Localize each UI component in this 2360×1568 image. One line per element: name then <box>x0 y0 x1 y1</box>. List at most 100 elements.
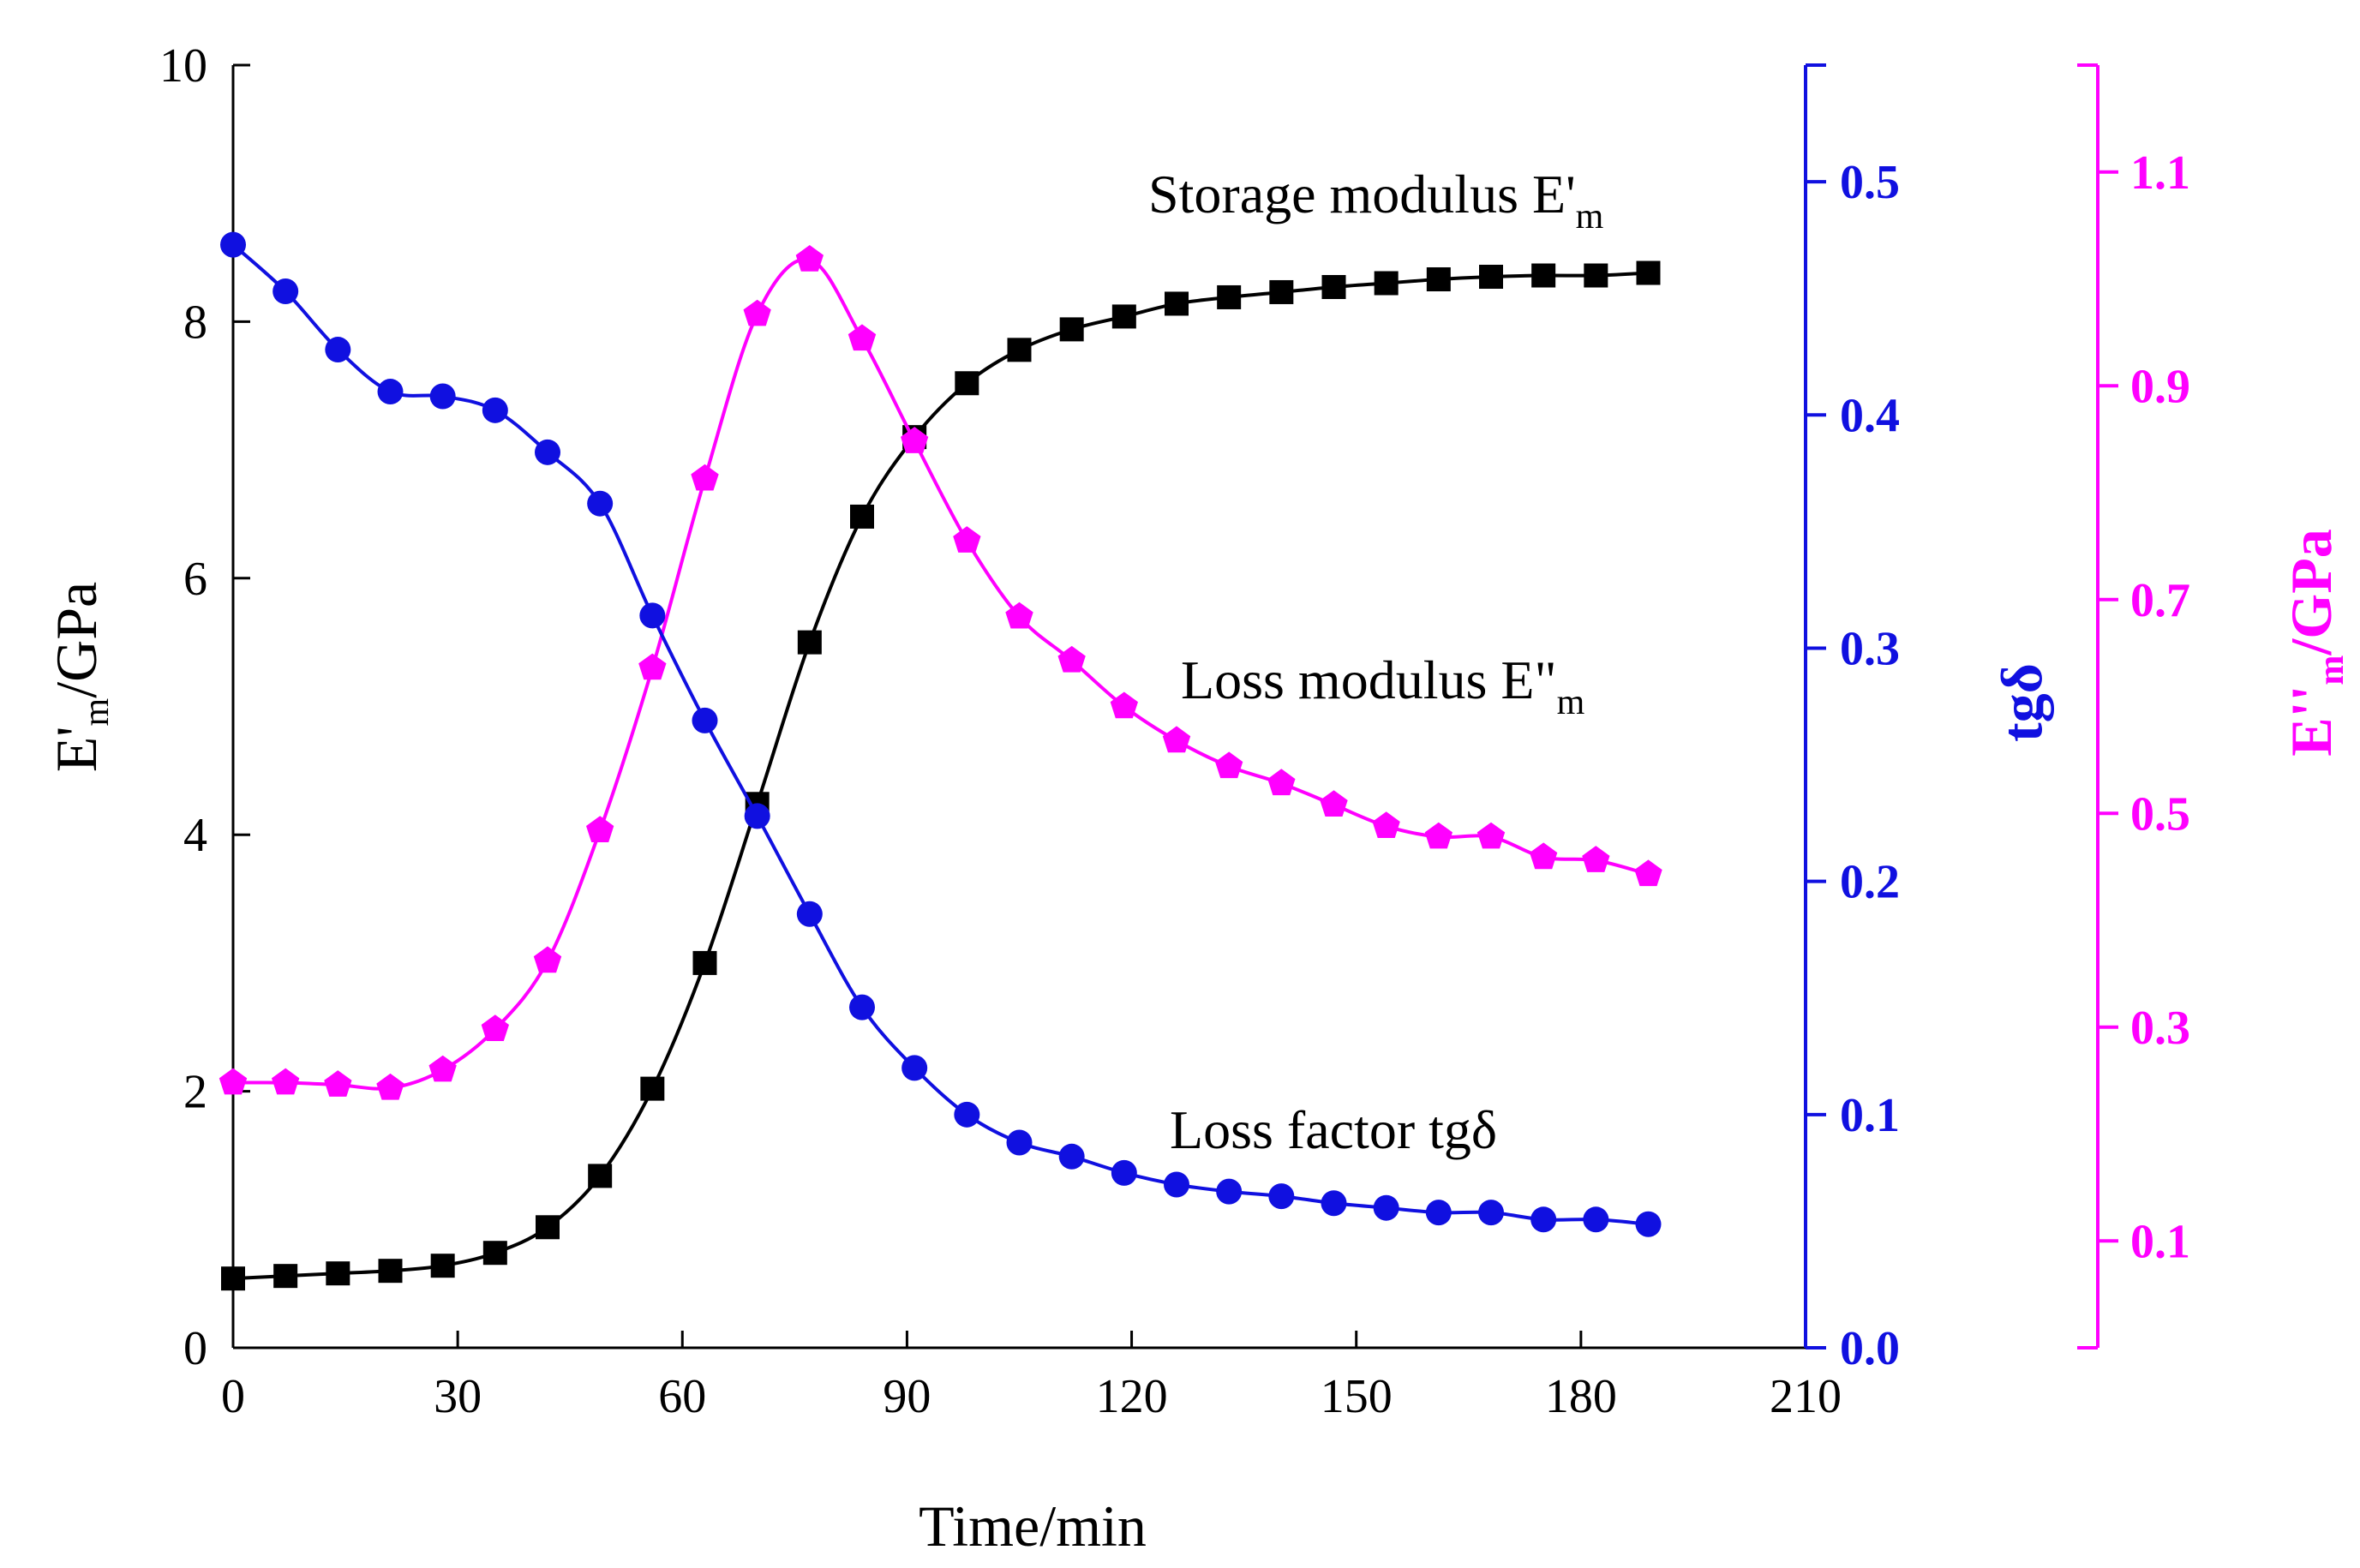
left-axis-title: E'm/GPa <box>44 582 117 772</box>
x-tick-label: 120 <box>1096 1370 1168 1423</box>
data-point-loss <box>1634 859 1662 887</box>
data-point-factor <box>1373 1194 1399 1221</box>
data-point-factor <box>1058 1143 1085 1170</box>
data-point-factor <box>325 337 351 363</box>
data-point-storage <box>1531 263 1556 288</box>
data-point-loss <box>1476 822 1506 849</box>
data-point-factor <box>954 1101 980 1128</box>
data-point-storage <box>1217 284 1242 309</box>
data-point-storage <box>692 950 717 975</box>
data-point-loss <box>1530 842 1558 870</box>
left-tick-label: 0 <box>183 1322 207 1375</box>
data-point-loss <box>219 1068 248 1095</box>
data-point-loss <box>1582 846 1610 872</box>
data-point-storage <box>221 1266 245 1291</box>
data-point-factor <box>1478 1200 1504 1226</box>
data-point-loss <box>901 427 929 453</box>
data-point-loss <box>376 1073 404 1100</box>
data-point-loss <box>533 946 562 973</box>
data-point-loss <box>586 816 614 842</box>
series-layer <box>219 231 1662 1291</box>
data-point-storage <box>1111 304 1136 329</box>
left-tick-label: 4 <box>183 809 207 862</box>
data-point-storage <box>536 1215 560 1240</box>
annotation-storage-modulus: Storage modulus E'm <box>1148 164 1604 236</box>
data-point-factor <box>1268 1183 1295 1210</box>
data-point-loss <box>848 324 877 351</box>
right2-tick-label: 0.3 <box>2130 1002 2190 1055</box>
right1-tick-label: 0.0 <box>1840 1322 1900 1375</box>
data-point-loss <box>638 653 667 680</box>
data-point-loss <box>1320 790 1348 817</box>
left-tick-label: 6 <box>183 553 207 606</box>
data-point-loss <box>743 299 771 326</box>
data-point-factor <box>535 439 560 465</box>
data-point-storage <box>1636 260 1661 285</box>
right2-tick-label: 0.1 <box>2130 1215 2190 1268</box>
data-point-factor <box>1425 1200 1452 1226</box>
annotation-loss-factor: Loss factor tgδ <box>1170 1099 1497 1160</box>
data-point-storage <box>588 1164 613 1188</box>
data-point-factor <box>1583 1206 1609 1233</box>
data-point-storage <box>378 1259 403 1284</box>
data-point-storage <box>1479 265 1503 290</box>
x-tick-label: 30 <box>434 1370 482 1423</box>
data-point-factor <box>744 803 770 829</box>
data-point-loss <box>324 1070 352 1097</box>
right1-tick-label: 0.1 <box>1840 1089 1900 1142</box>
data-point-factor <box>377 379 404 405</box>
right2-tick-label: 0.7 <box>2130 574 2190 627</box>
data-point-loss <box>795 245 824 272</box>
data-point-factor <box>692 707 718 733</box>
x-tick-label: 60 <box>658 1370 706 1423</box>
x-tick-label: 180 <box>1545 1370 1617 1423</box>
data-point-storage <box>797 630 822 655</box>
annotation-storage-sub: m <box>1576 197 1604 236</box>
data-point-factor <box>1635 1211 1662 1237</box>
axes-layer: 0 30 60 90 120 150 180 210 0 2 4 6 8 10 0.0 0.1 0.2 0.3 0.… <box>159 39 2190 1423</box>
data-point-factor <box>901 1055 928 1081</box>
right1-axis-title: tgδ <box>1989 663 2054 742</box>
data-point-storage <box>1584 263 1608 288</box>
right1-tick-label: 0.5 <box>1840 156 1900 209</box>
data-point-storage <box>482 1241 507 1266</box>
data-point-factor <box>1164 1171 1189 1198</box>
right2-axis-title-main: E'' <box>2279 685 2344 757</box>
left-axis-title-tail: /GPa <box>44 582 109 698</box>
x-tick-label: 90 <box>883 1370 931 1423</box>
data-point-loss <box>1057 645 1086 673</box>
right1-tick-label: 0.3 <box>1840 622 1900 675</box>
data-point-storage <box>640 1076 665 1101</box>
data-point-loss <box>272 1068 300 1095</box>
data-point-factor <box>429 383 456 410</box>
data-point-loss <box>1162 726 1191 753</box>
right1-tick-label: 0.2 <box>1840 856 1900 909</box>
data-point-factor <box>796 901 823 927</box>
x-axis-title: Time/min <box>919 1493 1147 1559</box>
data-point-storage <box>955 371 979 396</box>
data-point-storage <box>850 504 874 529</box>
left-tick-label: 8 <box>183 296 207 349</box>
data-point-loss <box>1372 811 1400 838</box>
data-point-storage <box>1007 338 1032 362</box>
data-point-factor <box>1111 1159 1137 1186</box>
annotation-storage-main: Storage modulus E' <box>1148 164 1576 224</box>
data-point-loss <box>428 1055 457 1082</box>
right2-axis-title-sub: m <box>2312 655 2351 685</box>
data-point-factor <box>639 602 666 629</box>
data-point-factor <box>849 994 875 1020</box>
data-point-factor <box>1321 1190 1347 1217</box>
data-point-loss <box>691 464 719 491</box>
annotation-loss-modulus: Loss modulus E"m <box>1181 649 1585 722</box>
data-point-storage <box>326 1261 350 1286</box>
data-point-loss <box>1267 769 1296 796</box>
x-tick-label: 0 <box>221 1370 245 1423</box>
data-point-factor <box>220 231 246 258</box>
annotation-loss-sub: m <box>1557 683 1585 722</box>
data-point-storage <box>1321 274 1346 299</box>
data-point-storage <box>430 1254 455 1278</box>
data-point-storage <box>1374 271 1399 296</box>
data-point-loss <box>1424 822 1453 849</box>
left-tick-label: 10 <box>159 39 207 93</box>
